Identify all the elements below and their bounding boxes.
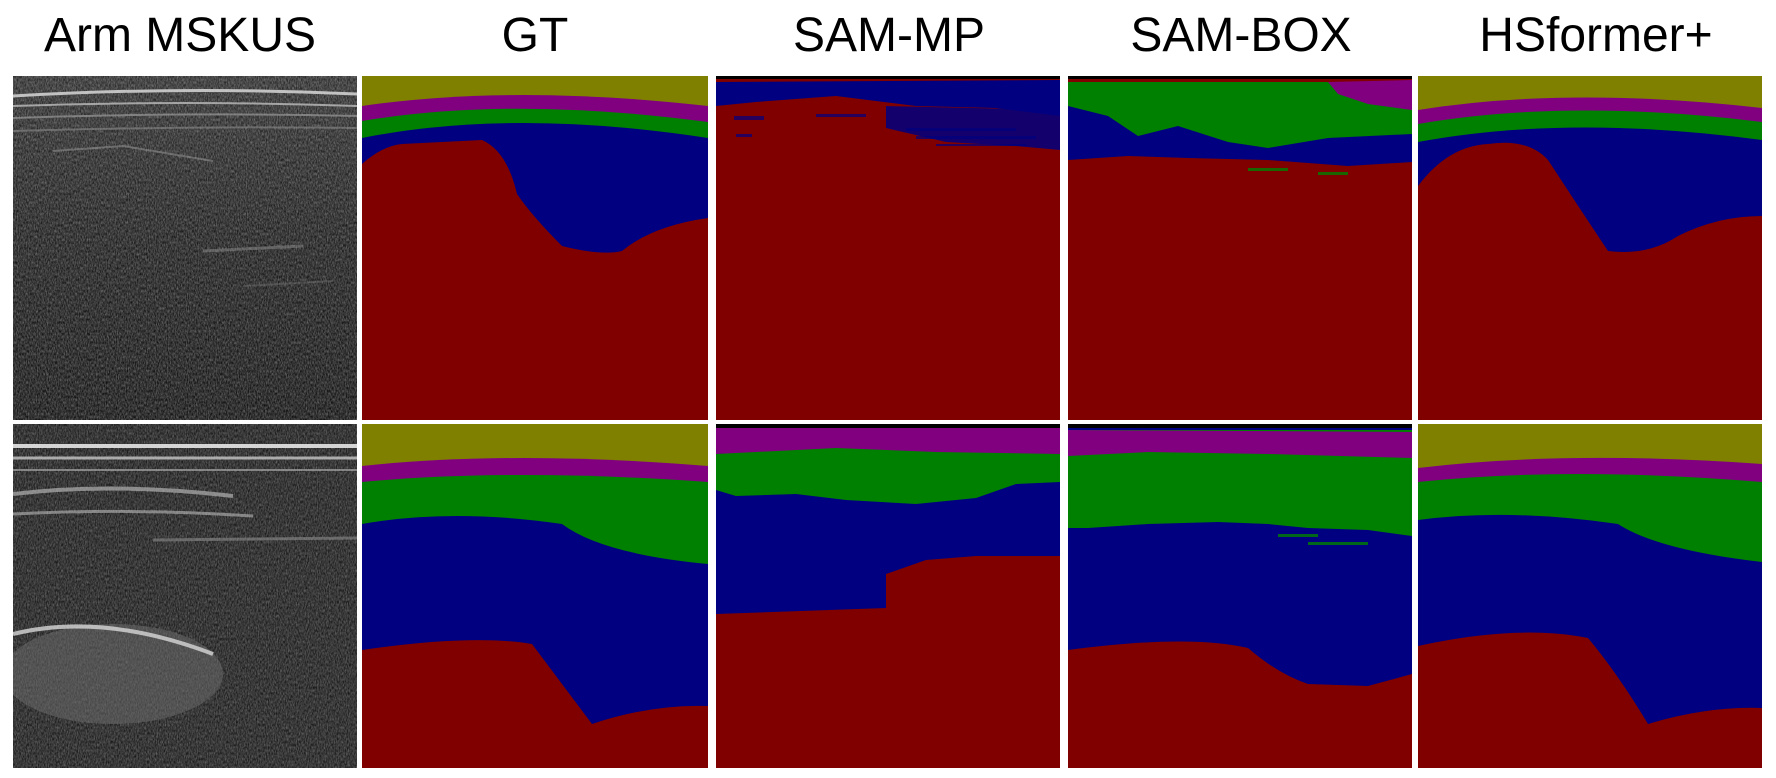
- hsformer-plus-mask-row2: [1418, 424, 1762, 768]
- hsformer-plus-mask-row1: [1418, 76, 1762, 420]
- sam-mp-mask-row1: [716, 76, 1060, 420]
- ultrasound-image-row1: [13, 76, 357, 420]
- gt-mask-row2: [362, 424, 708, 768]
- column-title-gt: GT: [501, 9, 569, 62]
- gt-mask-row1: [362, 76, 708, 420]
- ultrasound-image-row2: [13, 424, 357, 768]
- column-title-arm-mskus: Arm MSKUS: [43, 9, 316, 62]
- column-title-hsformer-plus: HSformer+: [1479, 9, 1713, 62]
- column-title-sam-box: SAM-BOX: [1130, 9, 1352, 62]
- sam-box-mask-row1: [1068, 76, 1412, 420]
- column-title-sam-mp: SAM-MP: [793, 9, 985, 62]
- sam-mp-mask-row2: [716, 424, 1060, 768]
- sam-box-mask-row2: [1068, 424, 1412, 768]
